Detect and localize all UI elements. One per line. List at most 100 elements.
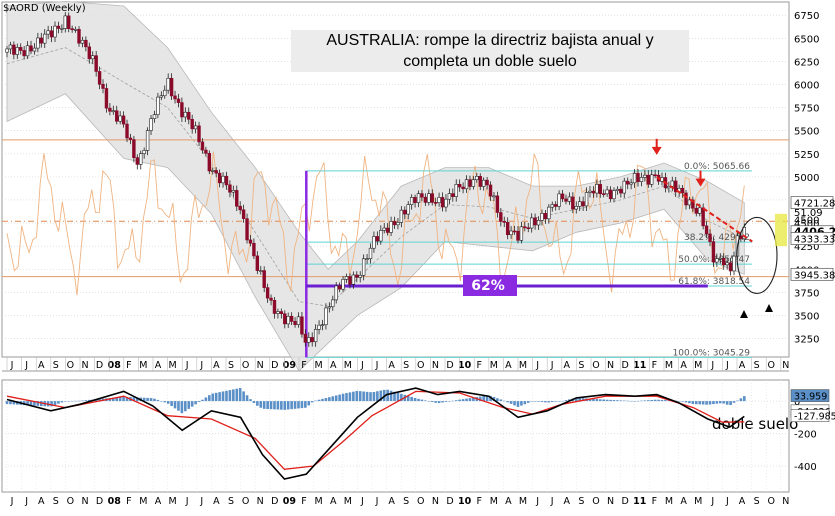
candle-body <box>433 202 438 204</box>
macd-histogram-bar <box>235 388 239 402</box>
bearish-trendline <box>656 176 753 243</box>
candle-body <box>375 236 380 242</box>
x-tick-label-bottom: S <box>53 496 59 507</box>
candle-body <box>84 39 88 48</box>
macd-panel-frame <box>1 379 790 493</box>
fib-level-label: 61.8%: 3818.54 <box>678 277 750 287</box>
x-tick-label-top: O <box>67 360 74 371</box>
candle-body <box>643 174 647 178</box>
macd-histogram-bar <box>204 397 208 402</box>
macd-histogram-bar <box>743 396 746 402</box>
candle-body <box>53 25 57 38</box>
macd-histogram-bar <box>290 401 293 410</box>
candle-body <box>310 337 314 343</box>
macd-histogram-bar <box>667 400 671 402</box>
candle-body <box>80 39 85 44</box>
macd-histogram-bar <box>334 395 338 402</box>
macd-histogram-bar <box>238 388 242 402</box>
x-tick-label-bottom: O <box>67 496 74 507</box>
macd-histogram-bar <box>304 401 307 408</box>
candle-body <box>142 150 146 154</box>
candle-body <box>293 321 297 325</box>
candle-body <box>224 175 229 186</box>
candle-body <box>704 225 709 235</box>
macd-histogram-bar <box>441 401 444 403</box>
candle-body <box>128 137 133 140</box>
macd-histogram-bar <box>509 401 513 404</box>
x-tick-label-bottom: J <box>550 496 554 507</box>
macd-histogram-bar <box>321 398 324 402</box>
retracement-percent-badge <box>463 275 517 296</box>
macd-histogram-bar <box>36 401 40 406</box>
candle-body <box>406 204 410 215</box>
macd-histogram-bar <box>225 390 228 402</box>
x-tick-label-top: J <box>360 360 364 371</box>
candle-body <box>361 258 366 276</box>
candle-body <box>272 300 277 314</box>
x-tick-label-bottom: N <box>81 496 88 507</box>
candle-body <box>296 316 301 325</box>
macd-histogram-bar <box>681 401 684 402</box>
macd-histogram-bar <box>218 392 221 402</box>
candle-body <box>204 149 208 154</box>
candle-body <box>180 102 184 118</box>
macd-histogram-bar <box>266 401 269 410</box>
candle-body <box>77 29 81 44</box>
candle-body <box>135 157 140 165</box>
candle-body <box>461 186 465 190</box>
x-tick-label-bottom: M <box>139 496 147 507</box>
candle-body <box>601 193 606 196</box>
macd-histogram-bar <box>413 397 417 402</box>
macd-histogram-bar <box>228 390 232 402</box>
macd-histogram-bar <box>736 400 739 402</box>
candle-body <box>591 190 596 194</box>
price-panel: 6750650062506000575055005250500047504500… <box>1 0 835 433</box>
x-tick-label-top: J <box>375 360 379 371</box>
candle-body <box>595 184 599 194</box>
candle-body <box>324 307 328 326</box>
macd-histogram-bar <box>184 401 187 412</box>
candle-body <box>289 315 294 322</box>
macd-histogram-bar <box>5 401 9 405</box>
x-tick-label-top: S <box>53 360 59 371</box>
candle-body <box>337 285 342 290</box>
candle-body <box>715 258 719 263</box>
macd-histogram-bar <box>146 397 149 402</box>
candle-body <box>149 118 153 131</box>
x-tick-label-bottom: N <box>257 496 264 507</box>
candle-body <box>355 274 359 278</box>
candle-body <box>111 110 116 113</box>
double-bottom-label: doble suelo <box>712 415 798 433</box>
macd-histogram-bar <box>694 401 698 405</box>
macd-histogram-bar <box>50 401 53 407</box>
price-tag-box <box>790 267 834 281</box>
macd-histogram-bar <box>485 395 489 402</box>
candle-body <box>87 46 92 60</box>
macd-histogram-bar <box>619 400 623 402</box>
candle-body <box>519 226 524 241</box>
candle-body <box>193 125 198 130</box>
candle-body <box>447 193 452 200</box>
x-tick-label-top: N <box>81 360 88 371</box>
macd-histogram-bar <box>180 401 184 414</box>
macd-histogram-bar <box>715 401 719 404</box>
candle-body <box>283 313 287 325</box>
macd-histogram-bar <box>677 400 681 402</box>
macd-histogram-bar <box>142 397 146 402</box>
rsi-overlay-line <box>6 151 745 296</box>
macd-histogram-bar <box>208 395 211 402</box>
macd-histogram-bar <box>60 401 64 403</box>
price-tag-label: 3945.38 <box>794 270 835 281</box>
macd-histogram-bar <box>81 400 84 402</box>
macd-histogram-bar <box>221 391 225 402</box>
x-tick-label-bottom: M <box>490 496 498 507</box>
macd-histogram-bar <box>629 400 633 402</box>
macd-histogram-bar <box>252 401 256 404</box>
candle-body <box>516 230 520 241</box>
candle-body <box>307 337 311 343</box>
x-tick-label-top: M <box>519 360 527 371</box>
x-tick-label-top: A <box>505 360 512 371</box>
x-tick-label-bottom: A <box>564 496 571 507</box>
candle-body <box>687 199 692 206</box>
